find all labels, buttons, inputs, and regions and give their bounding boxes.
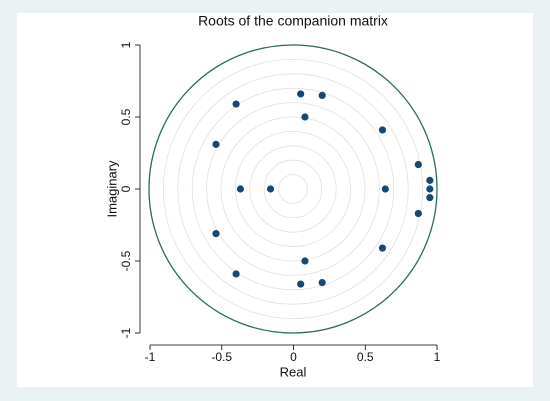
point (414, 209, 422, 218)
point (426, 185, 434, 193)
ring (234, 130, 351, 247)
ring (249, 145, 337, 233)
point (301, 113, 309, 121)
reference-circles (162, 58, 424, 320)
point (297, 90, 305, 98)
point (236, 185, 245, 193)
ring (220, 116, 366, 262)
point (381, 185, 389, 193)
x-axis-title: Real (280, 364, 307, 379)
point (378, 244, 387, 252)
point (266, 185, 275, 193)
point (318, 279, 326, 287)
point (297, 280, 305, 288)
y-tick-label: 0 (119, 185, 133, 192)
plot-region (17, 13, 533, 387)
y-tick-label: 0.5 (119, 108, 133, 125)
y-tick-label: -1 (119, 327, 133, 338)
point (301, 257, 309, 265)
unit-circle (148, 44, 438, 334)
point (414, 160, 422, 169)
point (426, 176, 434, 184)
ring (278, 174, 308, 204)
y-tick-label: 1 (119, 41, 133, 48)
y-tick-label: -0.5 (119, 250, 133, 271)
ring (177, 73, 409, 305)
x-tick-label: 0 (290, 350, 297, 364)
y-axis-title: Imaginary (104, 160, 119, 218)
point (232, 270, 240, 278)
ring (263, 159, 323, 219)
point (426, 194, 434, 202)
x-tick-label: 0.5 (357, 350, 374, 364)
ring (206, 102, 380, 276)
point (232, 100, 240, 108)
point (212, 230, 220, 238)
point (378, 126, 387, 134)
x-tick-label: 1 (434, 350, 441, 364)
chart-title: Roots of the companion matrix (198, 13, 388, 29)
x-tick-label: -0.5 (211, 350, 232, 364)
point (212, 140, 220, 148)
ring (162, 58, 424, 320)
x-tick-label: -1 (145, 350, 156, 364)
point (318, 91, 326, 99)
ring (191, 87, 395, 291)
